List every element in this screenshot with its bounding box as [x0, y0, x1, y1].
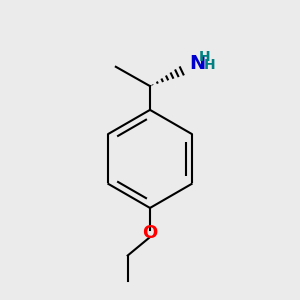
Text: H: H [204, 58, 215, 72]
Text: H: H [199, 50, 211, 64]
Text: N: N [189, 54, 205, 73]
Text: O: O [142, 224, 158, 242]
